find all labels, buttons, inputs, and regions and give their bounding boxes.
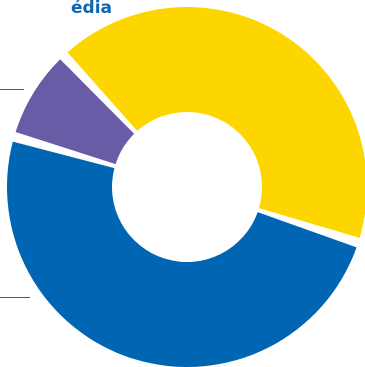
slice-purple	[15, 59, 135, 165]
leader-line-bottom	[0, 297, 30, 298]
chart-title: édia	[71, 0, 112, 18]
slice-blue	[7, 141, 357, 367]
slice-yellow	[67, 7, 365, 238]
leader-line-top	[0, 89, 24, 90]
